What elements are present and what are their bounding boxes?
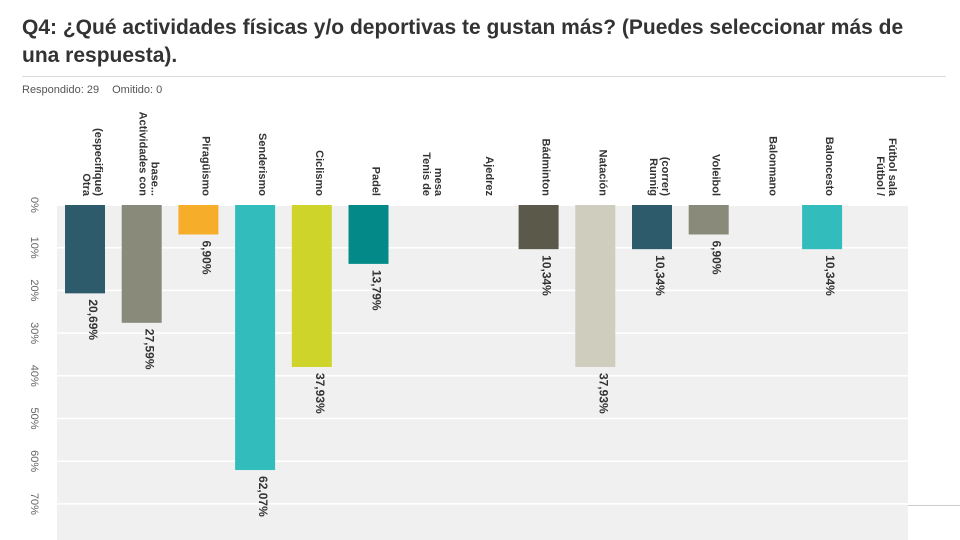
data-label: 37,93% bbox=[313, 373, 327, 414]
category-label-line: (especifique) bbox=[92, 128, 104, 196]
question-title: Q4: ¿Qué actividades físicas y/o deporti… bbox=[22, 16, 904, 67]
data-label: 37,93% bbox=[596, 373, 610, 414]
category-label-line: Tenis de bbox=[420, 152, 432, 196]
category-label-line: Piragüismo bbox=[199, 136, 211, 196]
category-label: Fútbol /Fútbol sala bbox=[874, 138, 898, 197]
bar bbox=[65, 205, 105, 294]
y-tick-label: 0% bbox=[28, 197, 40, 213]
category-label-line: Actividades con bbox=[137, 112, 149, 197]
bar bbox=[121, 205, 162, 323]
answered-count: Respondido: 29 bbox=[22, 84, 100, 96]
category-label: Natación bbox=[596, 150, 608, 197]
bar-chart: 0% 10% 20% 30% 40% 50% 60% 70% Otra(especifique)… bbox=[28, 112, 908, 540]
bar bbox=[688, 205, 729, 235]
data-label: 10,34% bbox=[823, 255, 837, 296]
bar bbox=[178, 205, 219, 235]
header-divider bbox=[22, 76, 946, 77]
bar bbox=[518, 205, 559, 250]
data-label: 13,79% bbox=[370, 270, 384, 311]
bar bbox=[802, 205, 843, 250]
category-label-line: Balonmano bbox=[766, 136, 778, 196]
category-label-line: Fútbol / bbox=[874, 156, 886, 196]
bar bbox=[235, 205, 276, 471]
y-tick-label: 20% bbox=[28, 279, 40, 301]
data-label: 27,59% bbox=[143, 329, 157, 370]
category-label: Senderismo bbox=[256, 133, 268, 196]
data-label: 6,90% bbox=[710, 240, 724, 274]
category-label-line: Senderismo bbox=[256, 133, 268, 196]
category-label: Tenis demesa bbox=[420, 152, 444, 197]
data-label: 10,34% bbox=[653, 255, 667, 296]
category-label: Padel bbox=[370, 167, 382, 196]
category-label-line: Padel bbox=[370, 167, 382, 196]
category-label: Piragüismo bbox=[199, 136, 211, 196]
category-label-line: Ajedrez bbox=[483, 156, 495, 196]
bar bbox=[632, 205, 672, 250]
y-tick-label: 40% bbox=[28, 365, 40, 387]
footer-divider bbox=[908, 505, 960, 506]
category-label-line: Ciclismo bbox=[313, 150, 325, 196]
category-label: Otra(especifique) bbox=[80, 128, 104, 197]
y-tick-label: 30% bbox=[28, 322, 40, 344]
data-label: 20,69% bbox=[86, 299, 100, 340]
category-label: Ciclismo bbox=[313, 150, 325, 196]
category-label: Actividades conbase... bbox=[137, 112, 161, 197]
data-label: 62,07% bbox=[256, 476, 270, 517]
y-tick-label: 10% bbox=[28, 237, 40, 259]
category-label: Bádminton bbox=[540, 139, 552, 197]
bar bbox=[348, 205, 389, 264]
skipped-count: Omitido: 0 bbox=[112, 84, 163, 96]
category-label-line: Runnig bbox=[647, 158, 659, 196]
data-label: 10,34% bbox=[540, 255, 554, 296]
y-tick-label: 50% bbox=[28, 407, 40, 429]
category-label: Voleibol bbox=[710, 154, 722, 196]
category-label-line: (correr) bbox=[659, 157, 671, 196]
bar bbox=[291, 205, 332, 367]
category-label: Runnig(correr) bbox=[647, 157, 671, 196]
category-label-line: base... bbox=[149, 162, 161, 196]
response-stats: Respondido: 29 Omitido: 0 bbox=[22, 84, 172, 96]
category-label-line: Baloncesto bbox=[823, 137, 835, 197]
bar bbox=[575, 205, 616, 367]
y-tick-label: 60% bbox=[28, 450, 40, 472]
category-label-line: Natación bbox=[596, 150, 608, 197]
category-label-line: Fútbol sala bbox=[886, 138, 898, 197]
category-label: Ajedrez bbox=[483, 156, 495, 196]
data-label: 6,90% bbox=[199, 240, 213, 274]
plot-area bbox=[57, 205, 908, 540]
category-label-line: Bádminton bbox=[540, 139, 552, 197]
category-label: Balonmano bbox=[766, 136, 778, 196]
y-tick-label: 70% bbox=[28, 493, 40, 515]
category-label-line: Voleibol bbox=[710, 154, 722, 196]
category-label-line: mesa bbox=[432, 168, 444, 197]
category-label: Baloncesto bbox=[823, 137, 835, 197]
category-label-line: Otra bbox=[80, 173, 92, 197]
